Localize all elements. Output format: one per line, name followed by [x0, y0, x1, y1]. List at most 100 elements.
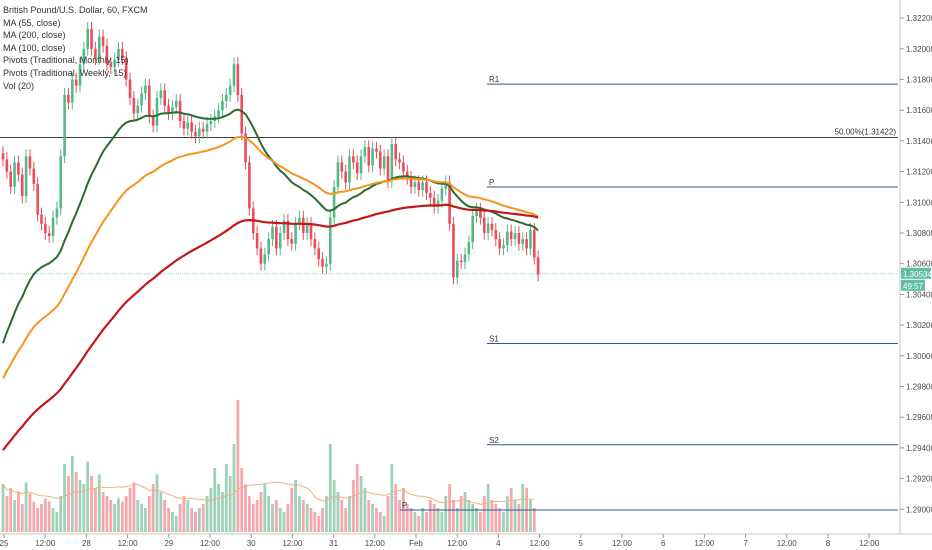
candle-body	[290, 239, 294, 244]
volume-bar	[325, 496, 328, 532]
candle-body	[140, 93, 143, 106]
candle-body	[298, 217, 301, 224]
candle-body	[536, 257, 540, 275]
candle-body	[394, 143, 397, 160]
candle	[55, 201, 59, 225]
candle	[101, 29, 105, 53]
volume-bar	[409, 508, 413, 532]
candle	[86, 21, 89, 56]
candle-body	[217, 110, 220, 117]
candle	[186, 115, 190, 136]
candle-body	[498, 239, 501, 249]
candle	[159, 83, 163, 105]
volume-bar	[301, 500, 305, 532]
candle	[5, 152, 9, 179]
x-tick-label: 12:00	[118, 539, 139, 548]
pivot-label-p: P	[489, 178, 494, 187]
candle-body	[163, 90, 166, 106]
legend-volume[interactable]: Vol (20)	[3, 80, 35, 91]
candle-body	[5, 159, 9, 172]
volume-bar	[251, 504, 255, 532]
volume-bar	[444, 496, 448, 532]
volume-bar	[382, 516, 386, 532]
volume-bar	[155, 474, 159, 532]
candle	[232, 57, 236, 93]
volume-bar	[309, 508, 313, 532]
candle-body	[317, 248, 320, 260]
candle	[255, 226, 259, 256]
y-tick-label: 1.29000	[906, 505, 932, 514]
candle	[359, 149, 363, 181]
candle-body	[352, 156, 355, 163]
volume-bar	[344, 508, 348, 532]
candle	[124, 51, 128, 87]
volume-bar	[9, 488, 13, 532]
candle	[209, 114, 213, 131]
volume-bar	[36, 508, 40, 532]
x-tick-label: 5	[579, 539, 584, 548]
volume-bar	[448, 484, 451, 532]
candle-body	[20, 174, 24, 197]
candle	[290, 232, 294, 251]
candle-body	[375, 148, 378, 152]
countdown-label: 49:57	[903, 282, 924, 291]
volume-bar	[482, 496, 486, 532]
candle	[20, 167, 24, 204]
candle-body	[248, 162, 251, 209]
candle	[121, 41, 124, 65]
candle-body	[263, 254, 267, 264]
candle-body	[97, 36, 101, 59]
candle-body	[128, 79, 132, 98]
candle	[248, 155, 251, 216]
candle	[32, 161, 36, 191]
candle	[36, 176, 39, 222]
candle	[182, 114, 186, 136]
candle	[452, 216, 455, 285]
volume-bar	[174, 516, 178, 532]
candle	[494, 223, 498, 247]
candle	[94, 41, 97, 65]
labels-layer: 1.30534 49:57	[901, 267, 932, 291]
candle-body	[36, 183, 39, 215]
candle	[536, 250, 540, 282]
candle-body	[201, 128, 205, 132]
candle-body	[221, 101, 224, 111]
volume-bar	[224, 464, 228, 532]
legend-ma55[interactable]: MA (55, close)	[3, 17, 61, 28]
volume-bar	[282, 512, 286, 532]
x-tick-label: 12:00	[777, 539, 798, 548]
candle	[467, 235, 471, 262]
candle-body	[90, 28, 93, 49]
ma55-line	[2, 108, 539, 344]
candle	[40, 207, 43, 231]
volume-bar	[313, 512, 317, 532]
candle	[348, 149, 351, 190]
candle	[90, 21, 93, 56]
candle	[340, 155, 344, 179]
volume-bar	[86, 461, 90, 532]
candle-body	[174, 101, 178, 108]
volume-bar	[47, 501, 51, 532]
volume-bar	[355, 464, 359, 532]
volume-bar	[248, 496, 251, 532]
candle-body	[386, 156, 390, 181]
legend-pivots-monthly[interactable]: Pivots (Traditional, Monthly, 15)	[3, 55, 129, 66]
volume-bar	[455, 508, 459, 532]
candle	[521, 232, 525, 251]
volume-bar	[467, 500, 471, 532]
volume-bar	[428, 500, 432, 532]
candle	[367, 140, 371, 173]
volume-bar	[51, 508, 55, 532]
volume-bar	[78, 480, 82, 532]
volume-bar	[171, 512, 174, 532]
volume-bar	[128, 488, 132, 532]
volume-bar	[59, 496, 63, 532]
legend-ma200[interactable]: MA (200, close)	[3, 30, 66, 41]
legend-pivots-weekly[interactable]: Pivots (Traditional, Weekly, 15)	[3, 67, 127, 78]
pivot-label-s1: S1	[489, 335, 499, 344]
candle-body	[509, 231, 513, 240]
candle-body	[490, 223, 494, 230]
y-tick-label: 1.30000	[906, 352, 932, 361]
legend-ma100[interactable]: MA (100, close)	[3, 42, 66, 53]
